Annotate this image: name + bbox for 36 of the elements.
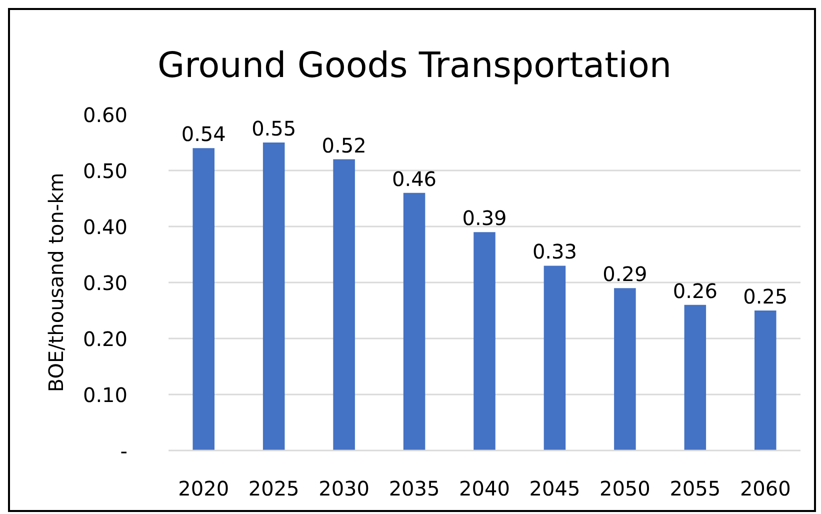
x-tick-label: 2055	[670, 476, 721, 500]
bar	[754, 310, 776, 450]
bar	[474, 232, 496, 450]
y-tick-label: 0.20	[82, 327, 128, 351]
y-tick-label: 0.30	[82, 271, 128, 295]
y-tick-label: 0.10	[82, 383, 128, 407]
bar	[403, 192, 426, 450]
data-label: 0.26	[672, 278, 718, 303]
chart-title: Ground Goods Transportation	[158, 46, 672, 86]
x-tick-label: 2035	[388, 476, 440, 500]
y-tick-label: 0.40	[82, 215, 128, 239]
x-tick-label: 2050	[599, 476, 650, 500]
x-tick-label: 2060	[740, 476, 791, 500]
x-tick-label: 2020	[178, 476, 230, 500]
data-label: 0.52	[322, 133, 366, 158]
data-label: 0.46	[392, 166, 437, 191]
data-label: 0.25	[743, 284, 788, 308]
data-label: 0.33	[532, 240, 577, 264]
data-label: 0.55	[252, 116, 296, 140]
y-tick-label: -	[120, 439, 128, 463]
y-tick-label: 0.60	[82, 103, 128, 127]
x-tick-label: 2045	[529, 476, 580, 500]
data-label: 0.39	[462, 206, 507, 230]
y-axis-title: BOE/thousand ton-km	[44, 172, 68, 392]
bar	[192, 148, 214, 450]
bar	[684, 304, 706, 450]
data-label: 0.29	[602, 262, 648, 286]
x-tick-label: 2030	[318, 476, 370, 500]
bar	[614, 288, 636, 450]
data-label: 0.54	[181, 122, 226, 146]
y-tick-label: 0.50	[82, 159, 128, 183]
bar	[544, 266, 566, 450]
x-tick-label: 2040	[459, 476, 510, 500]
bar	[262, 142, 285, 450]
bar	[333, 159, 355, 450]
x-tick-label: 2025	[248, 476, 300, 500]
